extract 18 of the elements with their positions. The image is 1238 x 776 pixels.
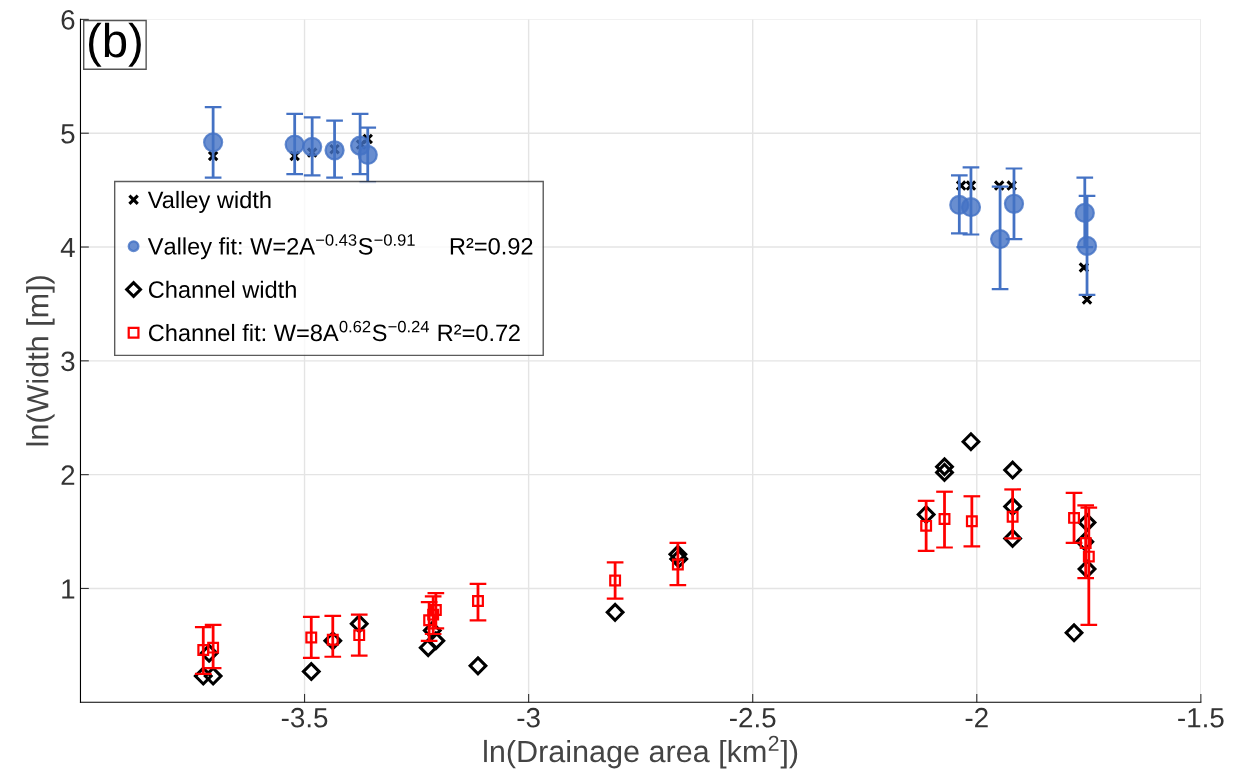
y-axis-title: ln(Width [m]) [26,276,55,446]
x-tick-label: -1.5 [1178,708,1224,728]
text: Valley fit: W=2A$^{−0.43}$S$^{−0.91}$ R²=0.92 [147,234,533,260]
legend-label: Channel fit: W=8A$^{0.62}$S$^{−0.24}$ R²=0.72 [148,320,520,342]
x-tick-label: -2.5 [730,707,776,728]
legend-label: Valley width [147,190,271,213]
x-tick-label: -2 [965,707,988,728]
y-tick-label: 6 [61,10,75,30]
x-tick-label: -3 [517,707,540,728]
x-axis-title: ln(Drainage area [km$^{2}$]) [484,735,798,769]
y-tick-label: 3 [61,351,75,372]
legend-label: Channel width [148,280,296,298]
y-tick-label: 2 [61,465,75,485]
y-tick-label: 4 [60,237,75,258]
x-tick-label: -3.5 [281,707,328,728]
chart-title: (b) [89,22,141,67]
y-tick-label: 5 [61,124,75,144]
y-tick-label: 1 [62,579,75,599]
